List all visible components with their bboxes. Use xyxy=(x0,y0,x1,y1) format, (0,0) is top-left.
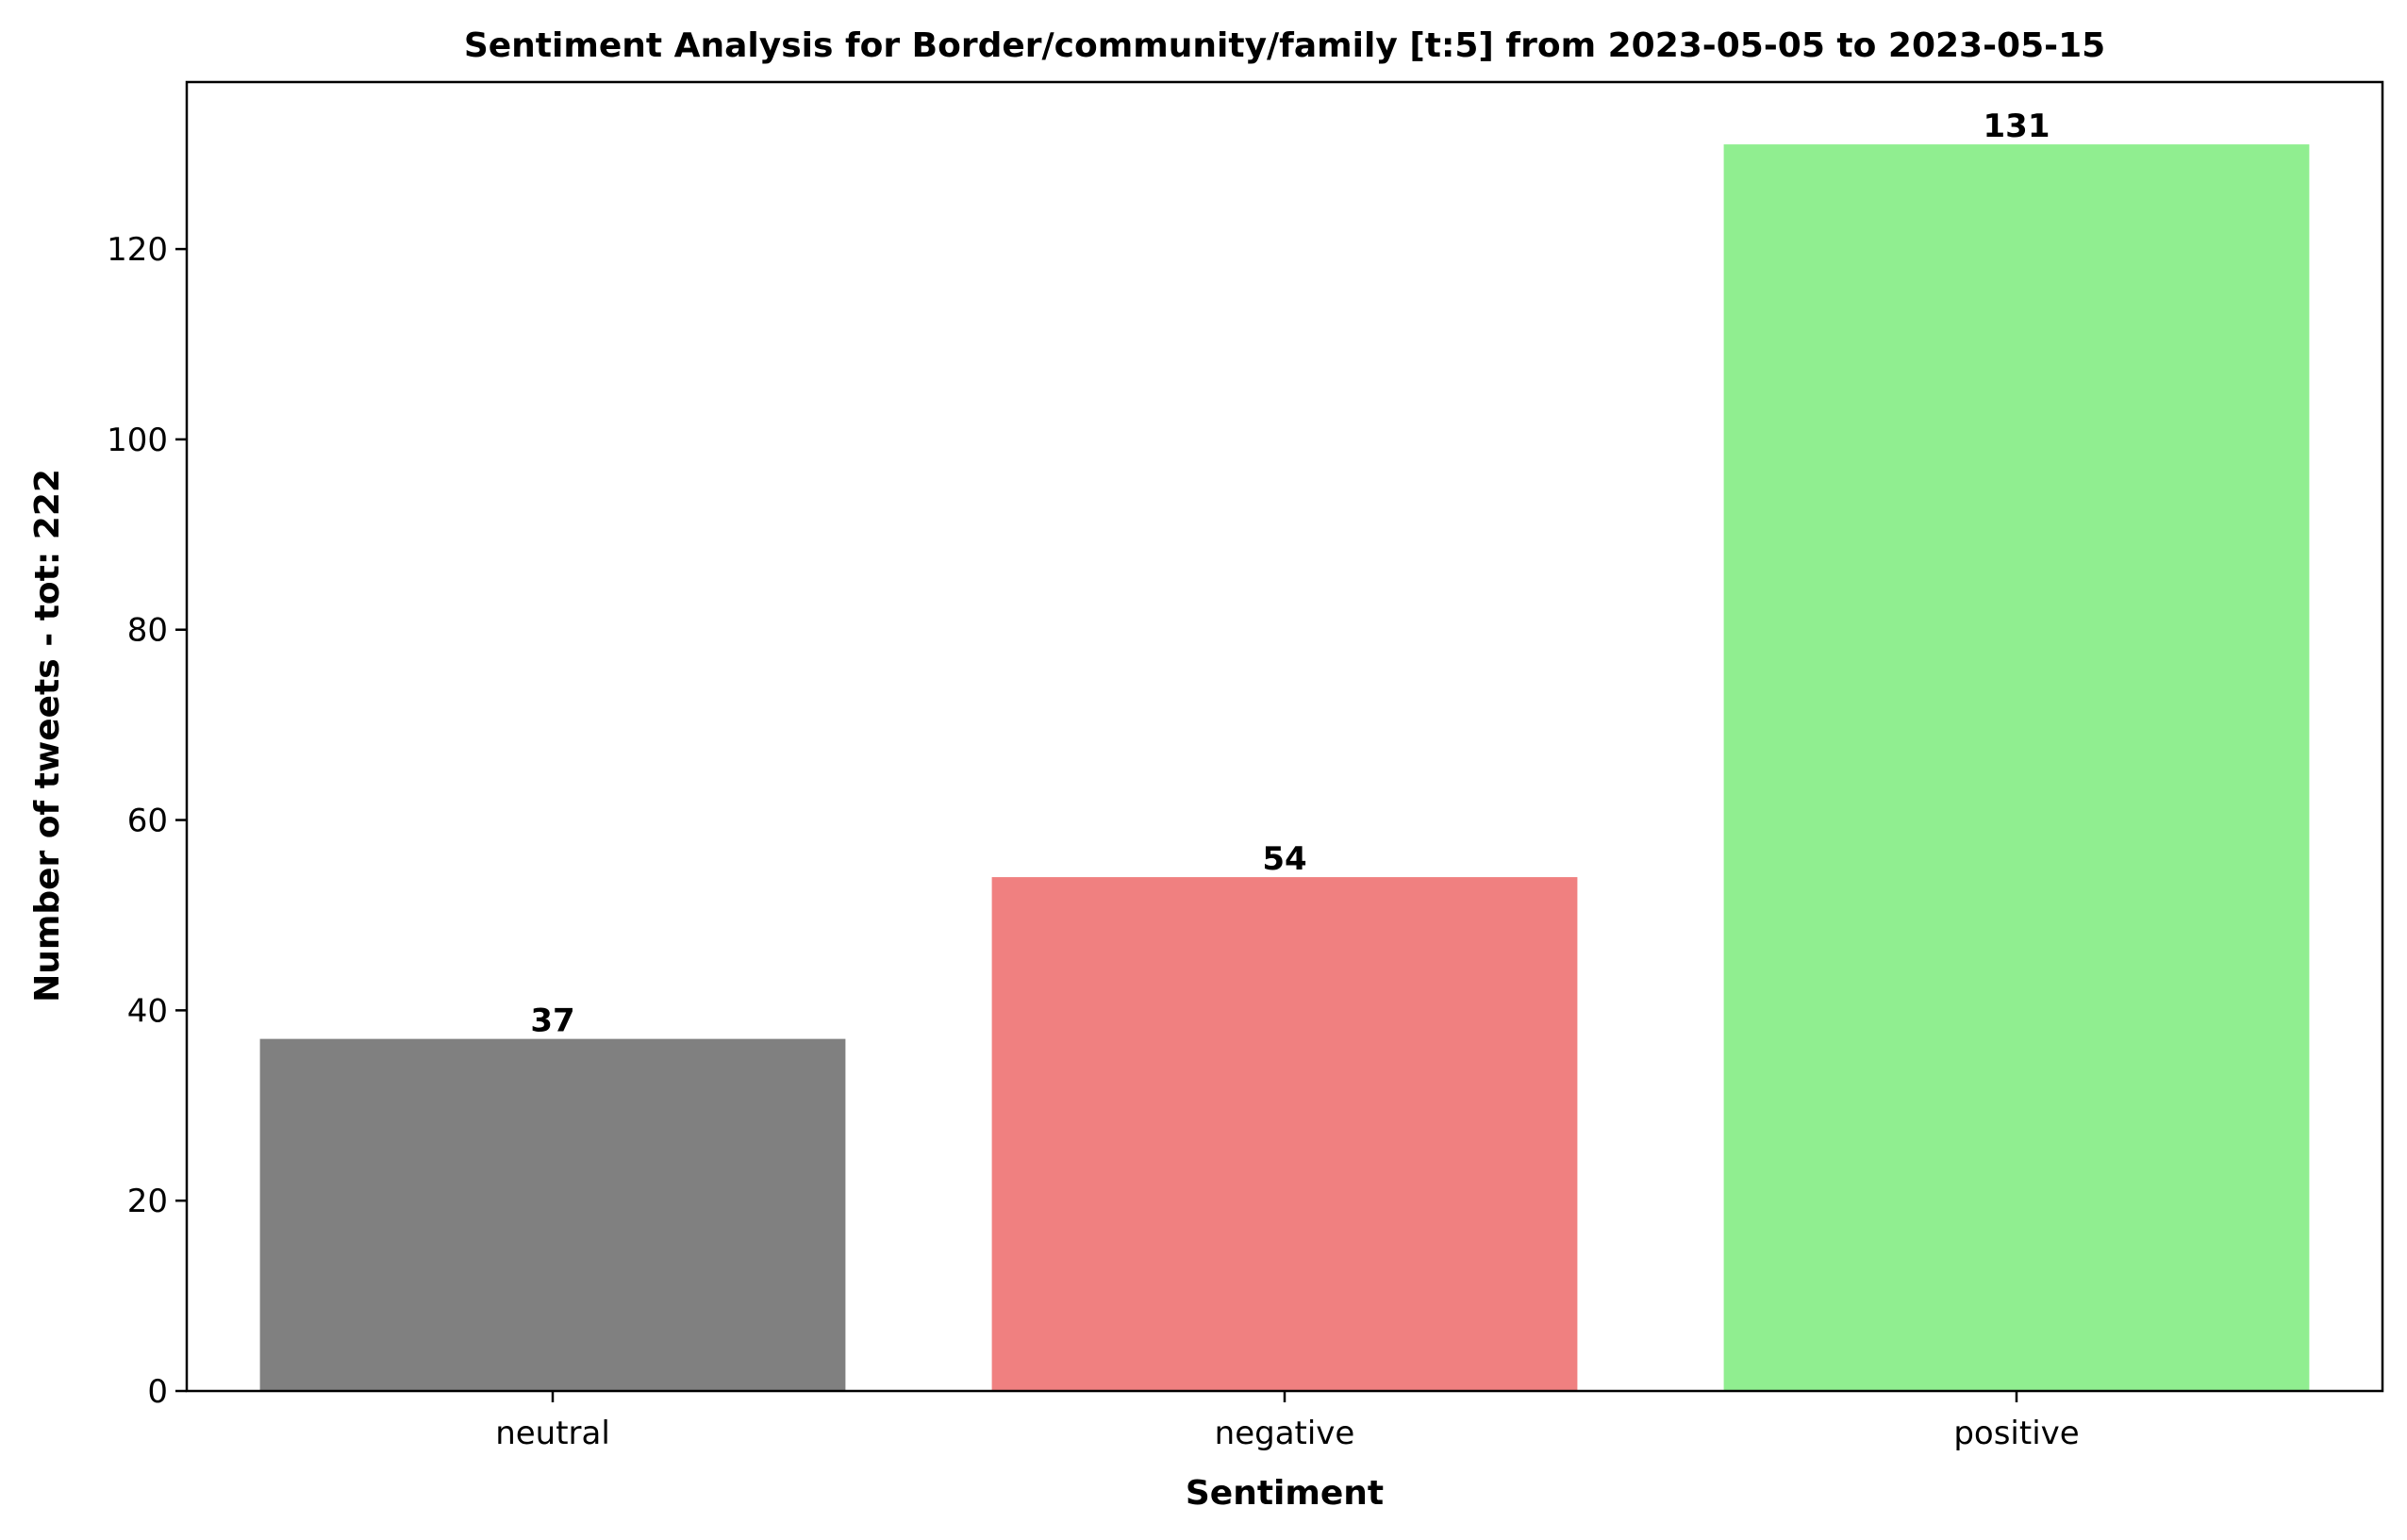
y-axis-label: Number of tweets - tot: 222 xyxy=(28,469,67,1002)
bar-negative xyxy=(991,877,1578,1391)
x-tick-label-negative: negative xyxy=(1215,1415,1355,1452)
x-tick-label-neutral: neutral xyxy=(495,1415,610,1452)
data-label-positive: 131 xyxy=(1984,108,2050,145)
bar-neutral xyxy=(259,1038,846,1391)
plot-area-frame xyxy=(185,80,2384,1393)
x-tick-label-positive: positive xyxy=(1953,1415,2079,1452)
y-tick-label: 40 xyxy=(127,992,168,1030)
bar-positive xyxy=(1723,144,2310,1392)
data-label-neutral: 37 xyxy=(530,1002,574,1040)
data-labels-group: 37 54 131 xyxy=(530,108,2050,1040)
bars-group xyxy=(259,144,2310,1392)
y-tick-label: 0 xyxy=(147,1373,168,1411)
x-axis-label: Sentiment xyxy=(1186,1474,1384,1513)
chart-title: Sentiment Analysis for Border/community/… xyxy=(464,26,2105,65)
y-tick-label: 120 xyxy=(107,231,168,269)
y-axis-ticks: 0 20 40 60 80 100 120 xyxy=(107,231,187,1411)
data-label-negative: 54 xyxy=(1262,840,1306,878)
y-tick-label: 60 xyxy=(127,803,168,840)
y-tick-label: 80 xyxy=(127,612,168,650)
y-tick-label: 20 xyxy=(127,1183,168,1220)
y-tick-label: 100 xyxy=(107,422,168,459)
x-axis-ticks: neutral negative positive xyxy=(495,1391,2080,1452)
